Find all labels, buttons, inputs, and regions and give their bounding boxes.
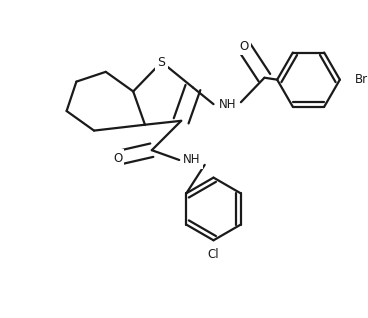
Text: O: O bbox=[239, 40, 248, 53]
Text: NH: NH bbox=[219, 98, 236, 111]
Text: Br: Br bbox=[354, 73, 368, 86]
Text: Cl: Cl bbox=[208, 247, 219, 260]
Text: NH: NH bbox=[183, 154, 201, 167]
Text: O: O bbox=[113, 151, 122, 164]
Text: S: S bbox=[158, 56, 166, 69]
